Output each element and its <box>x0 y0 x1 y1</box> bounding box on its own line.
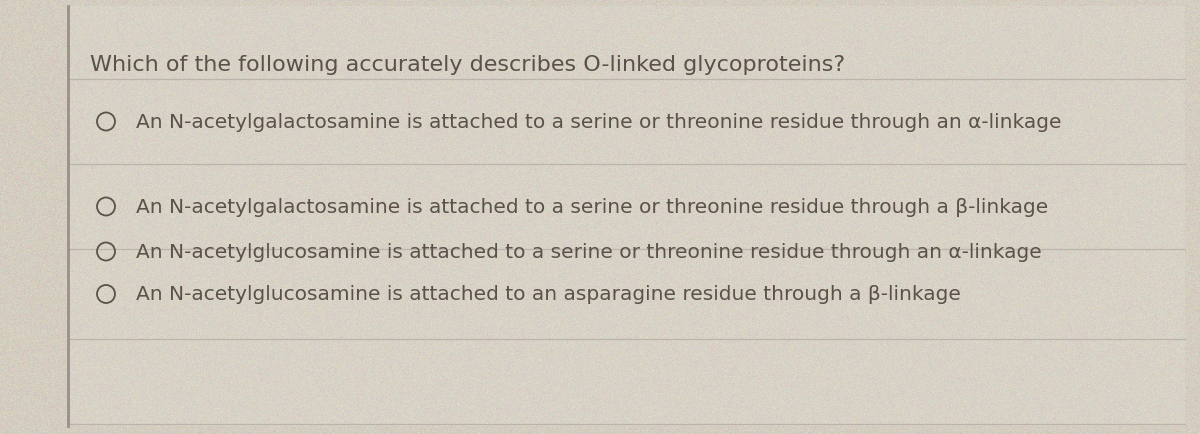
Text: Which of the following accurately describes O-linked glycoproteins?: Which of the following accurately descri… <box>90 55 845 75</box>
Text: An N-acetylglucosamine is attached to an asparagine residue through a β-linkage: An N-acetylglucosamine is attached to an… <box>136 285 961 304</box>
Text: An N-acetylglucosamine is attached to a serine or threonine residue through an α: An N-acetylglucosamine is attached to a … <box>136 243 1042 261</box>
Text: An N-acetylgalactosamine is attached to a serine or threonine residue through an: An N-acetylgalactosamine is attached to … <box>136 113 1062 132</box>
Text: An N-acetylgalactosamine is attached to a serine or threonine residue through a : An N-acetylgalactosamine is attached to … <box>136 197 1049 217</box>
